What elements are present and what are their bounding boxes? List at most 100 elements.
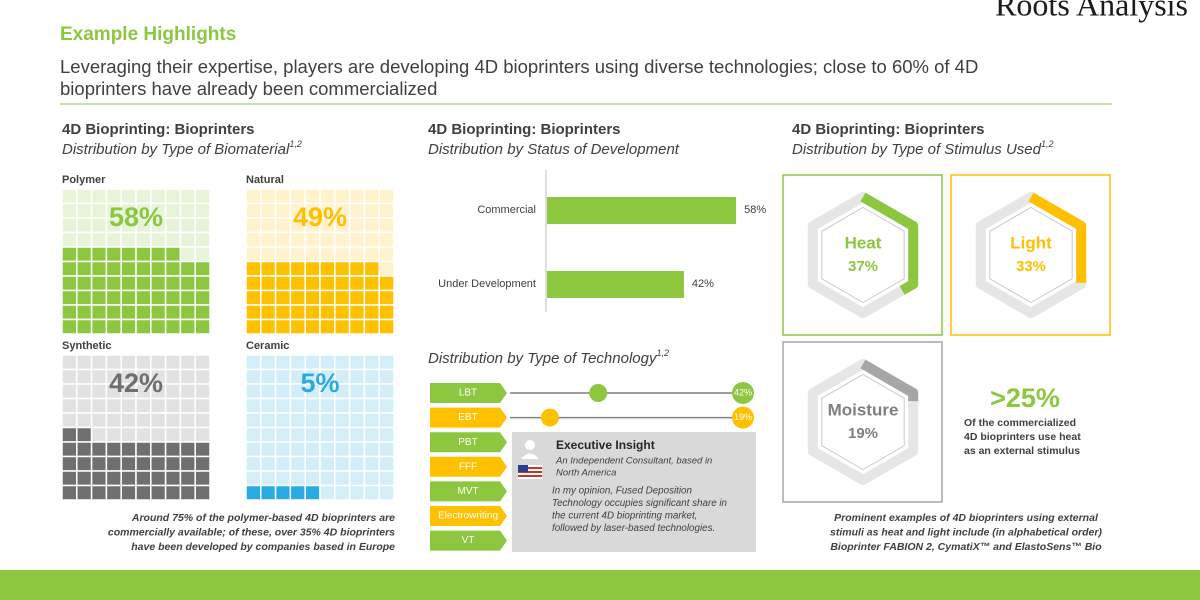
waffle-cell-filled xyxy=(334,260,351,277)
panel-title: 4D Bioprinting: Bioprinters xyxy=(62,121,255,138)
waffle-cell-filled xyxy=(363,304,380,321)
waffle-cell-filled xyxy=(61,246,78,263)
waffle-cell xyxy=(120,231,137,248)
highlight-value: >25% xyxy=(990,383,1060,413)
waffle-cell xyxy=(319,246,336,263)
waffle-cell xyxy=(105,426,122,443)
waffle-cell-filled xyxy=(179,289,196,306)
waffle-cell-filled xyxy=(105,455,122,472)
waffle-cell xyxy=(245,470,262,487)
waffle-cell xyxy=(61,231,78,248)
waffle-cell-filled xyxy=(289,484,306,501)
waffle-cell xyxy=(334,426,351,443)
waffle-cell-filled xyxy=(120,484,137,501)
waffle-cell-filled xyxy=(90,304,108,321)
waffle-cell-filled xyxy=(61,470,78,487)
waffle-cell xyxy=(378,455,395,472)
technology-end xyxy=(732,406,754,429)
waffle-cell-filled xyxy=(90,455,108,472)
insight-box xyxy=(512,432,756,552)
waffle-cell xyxy=(319,397,336,414)
waffle-label: Synthetic xyxy=(62,340,112,352)
status-category: Under Development xyxy=(438,278,536,290)
waffle-cell xyxy=(245,412,262,429)
waffle-cell xyxy=(194,368,211,385)
waffle-cell-filled xyxy=(179,441,196,458)
technology-pill xyxy=(430,383,507,403)
waffle-cell-filled xyxy=(150,304,167,321)
waffle-cell xyxy=(245,368,262,385)
waffle-cell xyxy=(105,412,122,429)
waffle-cell xyxy=(179,217,196,234)
flag-stripe xyxy=(518,471,542,473)
status-bar xyxy=(547,271,684,298)
waffle-cell-filled xyxy=(135,441,152,458)
waffle-cell xyxy=(76,217,93,234)
waffle-percent: 5% xyxy=(300,368,339,398)
stimulus-percent: 33% xyxy=(1016,258,1046,275)
waffle-cell xyxy=(120,397,137,414)
waffle-cell xyxy=(378,202,395,219)
hexagon-arc xyxy=(807,359,919,485)
waffle-cell xyxy=(245,202,262,219)
waffle-cell-filled xyxy=(164,246,182,263)
waffle-cell-filled xyxy=(348,304,366,321)
waffle-cell-filled xyxy=(378,275,395,292)
waffle-cell xyxy=(304,246,321,263)
waffle-cell xyxy=(304,231,321,248)
subtitle-superscript: 1,2 xyxy=(1041,139,1054,149)
waffle-cell-filled xyxy=(61,484,78,501)
waffle-cell xyxy=(289,412,306,429)
waffle-cell-filled xyxy=(319,318,336,335)
waffle-cell-filled xyxy=(76,318,93,335)
waffle-cell-filled xyxy=(179,484,196,501)
waffle-cell-filled xyxy=(334,304,351,321)
waffle-cell-filled xyxy=(260,260,277,277)
waffle-cell xyxy=(150,412,167,429)
waffle-cell xyxy=(274,470,292,487)
waffle-cell-filled xyxy=(274,289,292,306)
waffle-cell xyxy=(319,412,336,429)
waffle-cell-filled xyxy=(378,289,395,306)
subtitle-text: Distribution by Type of Biomaterial xyxy=(62,141,290,158)
status-bar xyxy=(547,197,737,224)
waffle-cell xyxy=(378,426,395,443)
stimulus-name: Moisture xyxy=(828,400,899,419)
headline: Leveraging their expertise, players are … xyxy=(60,56,978,77)
waffle-cell xyxy=(179,188,196,205)
waffle-cell-filled xyxy=(120,289,137,306)
waffle-cell xyxy=(179,412,196,429)
waffle-cell-filled xyxy=(135,455,152,472)
waffle-cell-filled xyxy=(61,260,78,277)
technology-value-label: 42% xyxy=(734,387,752,397)
waffle-cell xyxy=(150,426,167,443)
waffle-cell xyxy=(348,455,366,472)
technology-pill xyxy=(430,530,507,551)
waffle-cell-filled xyxy=(260,289,277,306)
waffle-cell xyxy=(363,354,380,371)
person-icon-body xyxy=(521,453,539,459)
waffle-cell-filled xyxy=(260,318,277,335)
waffle-percent: 58% xyxy=(109,202,163,232)
waffle-cell-filled xyxy=(260,484,277,501)
waffle-cell xyxy=(194,246,211,263)
waffle-cell-filled xyxy=(90,275,108,292)
subtitle-superscript: 1,2 xyxy=(656,348,669,358)
waffle-cell xyxy=(120,412,137,429)
waffle-cell xyxy=(363,246,380,263)
waffle-cell xyxy=(319,484,336,501)
waffle-cell xyxy=(260,354,277,371)
waffle-cell xyxy=(61,202,78,219)
waffle-cell xyxy=(378,484,395,501)
waffle-cell xyxy=(348,441,366,458)
waffle-cell-filled xyxy=(105,470,122,487)
technology-pill xyxy=(430,506,507,526)
waffle-cell xyxy=(194,383,211,400)
waffle-cell-filled xyxy=(304,275,321,292)
waffle-cell-filled xyxy=(120,260,137,277)
waffle-cell xyxy=(363,484,380,501)
waffle-cell xyxy=(260,455,277,472)
waffle-cell xyxy=(334,484,351,501)
waffle-cell xyxy=(90,217,108,234)
